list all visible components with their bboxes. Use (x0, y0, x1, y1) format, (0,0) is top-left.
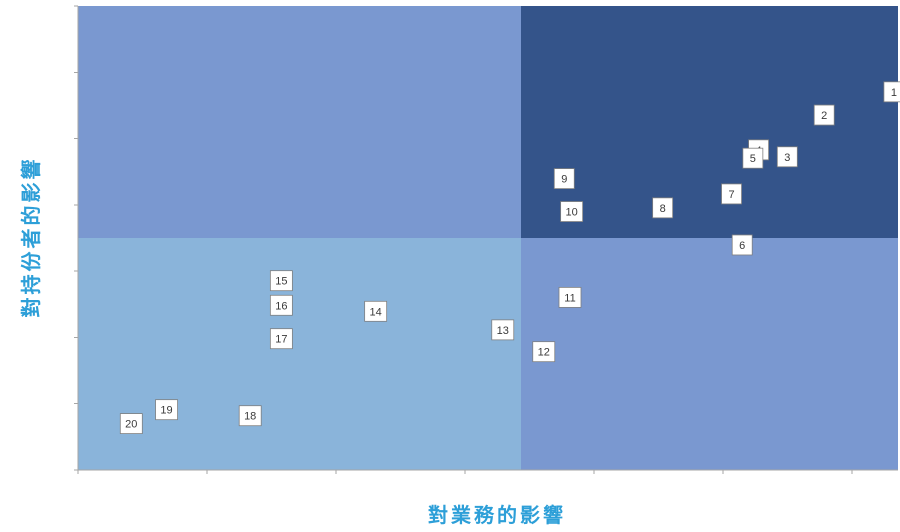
quadrant-backgrounds (78, 6, 898, 470)
point-box (776, 146, 798, 168)
point-label: 18 (244, 411, 256, 423)
point-label: 17 (275, 334, 287, 346)
point-11: 11 (558, 286, 582, 308)
point-20: 20 (119, 413, 143, 435)
point-label: 11 (564, 292, 575, 304)
point-box (731, 234, 753, 256)
point-12: 12 (532, 341, 556, 363)
point-box (652, 197, 674, 219)
point-box (269, 294, 293, 316)
point-1: 1 (883, 81, 900, 103)
x-axis-title: 對業務的影響 (428, 503, 566, 527)
point-box (721, 183, 742, 205)
point-5: 5 (742, 147, 764, 169)
point-label: 13 (497, 325, 509, 337)
point-label: 6 (739, 240, 745, 252)
point-7: 7 (721, 183, 742, 205)
point-box (269, 270, 293, 292)
point-label: 10 (566, 207, 578, 219)
point-label: 16 (275, 300, 287, 312)
quadrant-top-left (78, 6, 521, 238)
point-6: 6 (731, 234, 753, 256)
point-box (491, 319, 515, 341)
point-label: 2 (821, 110, 827, 122)
point-box (560, 201, 584, 222)
point-9: 9 (553, 168, 575, 190)
point-label: 12 (538, 347, 550, 359)
point-14: 14 (364, 300, 388, 322)
point-13: 13 (491, 319, 515, 341)
point-box (813, 104, 835, 126)
point-18: 18 (238, 405, 262, 427)
point-2: 2 (813, 104, 835, 126)
point-box (742, 147, 764, 169)
point-19: 19 (155, 399, 178, 421)
point-label: 15 (275, 276, 287, 288)
point-box (119, 413, 143, 435)
point-label: 3 (784, 152, 790, 164)
point-box (155, 399, 178, 421)
point-17: 17 (269, 328, 293, 350)
point-box (269, 328, 293, 350)
point-label: 9 (561, 174, 567, 186)
point-box (553, 168, 575, 190)
quadrant-top-right (520, 6, 898, 238)
point-box (364, 300, 388, 322)
point-label: 7 (728, 189, 734, 201)
point-15: 15 (269, 270, 293, 292)
quadrant-bottom-left (78, 238, 521, 470)
point-8: 8 (652, 197, 674, 219)
point-label: 1 (891, 87, 897, 99)
point-box (883, 81, 900, 103)
axes (74, 5, 898, 474)
point-box (238, 405, 262, 427)
point-box (558, 286, 582, 308)
point-10: 10 (560, 201, 584, 222)
point-16: 16 (269, 294, 293, 316)
point-label: 14 (370, 306, 382, 318)
data-points: 1234567891011121314151617181920 (119, 81, 900, 435)
quadrant-bottom-right (520, 238, 898, 470)
point-box (532, 341, 556, 363)
point-label: 8 (660, 203, 666, 215)
point-label: 20 (125, 419, 137, 431)
point-3: 3 (776, 146, 798, 168)
y-axis-title: 對持份者的影響 (19, 157, 43, 318)
point-label: 19 (160, 405, 172, 417)
point-label: 5 (750, 153, 756, 165)
